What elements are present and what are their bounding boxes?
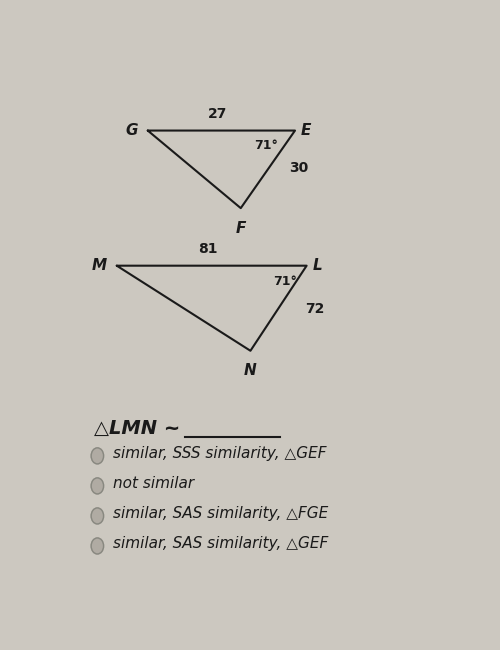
Text: similar, SAS similarity, △GEF: similar, SAS similarity, △GEF xyxy=(114,536,328,551)
Text: 81: 81 xyxy=(198,242,218,255)
Text: 72: 72 xyxy=(304,302,324,317)
Text: L: L xyxy=(312,258,322,273)
Text: M: M xyxy=(92,258,107,273)
Text: N: N xyxy=(244,363,257,378)
Circle shape xyxy=(91,478,104,494)
Text: 71°: 71° xyxy=(254,139,278,152)
Circle shape xyxy=(91,538,104,554)
Text: similar, SAS similarity, △FGE: similar, SAS similarity, △FGE xyxy=(114,506,328,521)
Circle shape xyxy=(91,508,104,524)
Text: not similar: not similar xyxy=(114,476,194,491)
Text: E: E xyxy=(301,123,311,138)
Text: 71°: 71° xyxy=(273,275,297,288)
Text: 30: 30 xyxy=(289,161,308,175)
Text: △LMN ~: △LMN ~ xyxy=(94,419,180,438)
Circle shape xyxy=(91,448,104,464)
Text: F: F xyxy=(236,220,246,236)
Text: similar, SSS similarity, △GEF: similar, SSS similarity, △GEF xyxy=(114,446,327,461)
Text: 27: 27 xyxy=(208,107,227,120)
Text: G: G xyxy=(126,123,138,138)
